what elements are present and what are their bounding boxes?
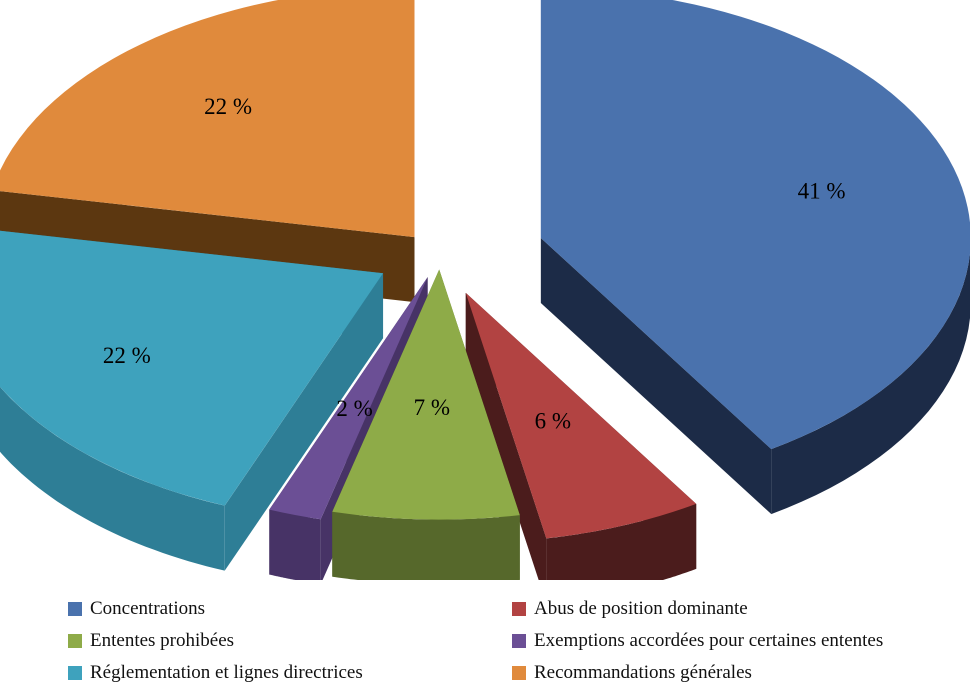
slice-wall-1-abus-de [465, 292, 547, 580]
legend-swatch-concentrations [68, 602, 82, 616]
legend-swatch-recommandations [512, 666, 526, 680]
slice-outer-wall-abus-de [546, 503, 697, 580]
slice-tops [0, 0, 970, 539]
slice-label-exemptions-accordees: 2 % [336, 396, 372, 421]
slice-label-concentrations: 41 % [798, 179, 846, 204]
legend-swatch-abus [512, 602, 526, 616]
slice-outer-wall-ententes-prohibees [332, 511, 520, 580]
slice-abus-de [465, 292, 697, 539]
legend: Concentrations Abus de position dominant… [68, 596, 970, 696]
slice-concentrations [540, 0, 970, 450]
legend-item-concentrations: Concentrations [68, 596, 205, 622]
legend-label-concentrations: Concentrations [90, 598, 206, 619]
slice-ententes-prohibees [332, 269, 520, 520]
legend-item-recommandations: Recommandations générales [512, 660, 752, 686]
legend-label-reglementation: Réglementation et lignes directrices [90, 662, 363, 683]
legend-swatch-exemptions [512, 634, 526, 648]
slice-outer-wall-reglementation-et [0, 386, 225, 571]
slice-label-abus-de: 6 % [535, 409, 571, 434]
legend-swatch-reglementation [68, 666, 82, 680]
slice-wall-1-concentrations [540, 237, 772, 515]
slice-outer-wall-concentrations [771, 253, 970, 515]
legend-swatch-ententes [68, 634, 82, 648]
legend-item-abus: Abus de position dominante [512, 596, 748, 622]
legend-item-exemptions: Exemptions accordées pour certaines ente… [512, 628, 883, 654]
legend-item-ententes: Ententes prohibées [68, 628, 234, 654]
slice-label-ententes-prohibees: 7 % [414, 395, 450, 420]
legend-label-exemptions: Exemptions accordées pour certaines ente… [534, 630, 884, 651]
legend-label-abus: Abus de position dominante [534, 598, 748, 619]
legend-label-ententes: Ententes prohibées [90, 630, 235, 651]
slice-labels: 41 % 6 % 7 % 2 % 22 % 22 % [103, 94, 846, 434]
legend-label-recommandations: Recommandations générales [534, 662, 752, 683]
slice-reglementation-et [0, 230, 384, 506]
slice-wall-0-reglementation-et [224, 273, 384, 571]
slice-exemptions-accordees [269, 277, 428, 520]
legend-item-reglementation: Réglementation et lignes directrices [68, 660, 363, 686]
slice-label-recommandations-generales: 22 % [204, 94, 252, 119]
pie-chart: 41 % 6 % 7 % 2 % 22 % 22 % [0, 0, 970, 580]
slice-outer-wall-exemptions-accordees [269, 509, 321, 580]
slice-recommandations-generales [0, 0, 415, 238]
slice-label-reglementation-et: 22 % [103, 343, 151, 368]
